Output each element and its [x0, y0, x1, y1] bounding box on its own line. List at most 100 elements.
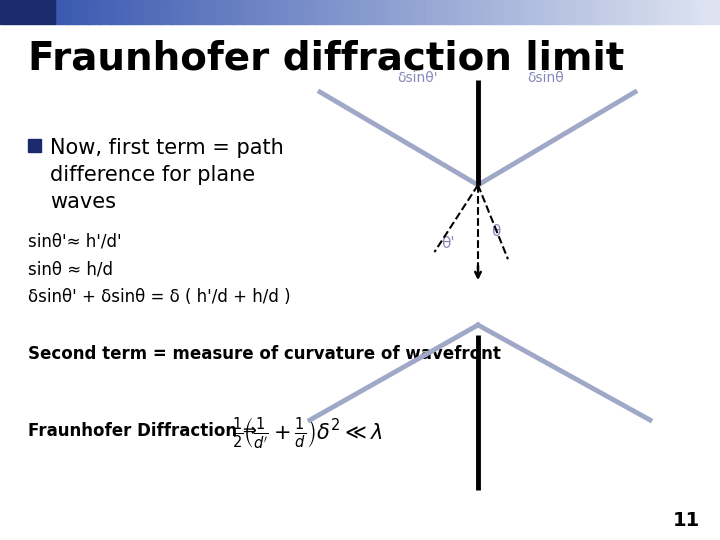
Bar: [155, 0, 161, 24]
Bar: [615, 0, 621, 24]
Bar: [698, 0, 704, 24]
Bar: [526, 0, 532, 24]
Bar: [703, 0, 709, 24]
Bar: [83, 0, 89, 24]
Bar: [714, 0, 720, 24]
Bar: [60, 0, 66, 24]
Bar: [554, 0, 559, 24]
Bar: [327, 0, 333, 24]
Bar: [177, 0, 183, 24]
Bar: [454, 0, 460, 24]
Text: δsinθ' + δsinθ = δ ( h'/d + h/d ): δsinθ' + δsinθ = δ ( h'/d + h/d ): [28, 288, 291, 306]
Bar: [637, 0, 643, 24]
Bar: [681, 0, 688, 24]
Bar: [171, 0, 177, 24]
Bar: [665, 0, 670, 24]
Bar: [443, 0, 449, 24]
Bar: [243, 0, 249, 24]
Bar: [271, 0, 277, 24]
Bar: [670, 0, 676, 24]
Text: θ': θ': [441, 235, 455, 251]
Bar: [122, 0, 127, 24]
Bar: [321, 0, 327, 24]
Bar: [238, 0, 244, 24]
Bar: [138, 0, 144, 24]
Bar: [410, 0, 415, 24]
Bar: [559, 0, 565, 24]
Bar: [620, 0, 626, 24]
Text: Fraunhofer diffraction limit: Fraunhofer diffraction limit: [28, 40, 624, 78]
Text: Now, first term = path: Now, first term = path: [50, 138, 284, 158]
Bar: [675, 0, 682, 24]
Bar: [166, 0, 172, 24]
Text: sinθ ≈ h/d: sinθ ≈ h/d: [28, 260, 113, 278]
Bar: [199, 0, 205, 24]
Bar: [521, 0, 526, 24]
Bar: [110, 0, 117, 24]
Bar: [288, 0, 294, 24]
Bar: [582, 0, 588, 24]
Bar: [587, 0, 593, 24]
Bar: [71, 0, 78, 24]
Bar: [543, 0, 549, 24]
Bar: [127, 0, 133, 24]
Bar: [360, 0, 366, 24]
Bar: [354, 0, 360, 24]
Bar: [371, 0, 377, 24]
Bar: [305, 0, 310, 24]
Bar: [659, 0, 665, 24]
Bar: [382, 0, 388, 24]
Bar: [598, 0, 604, 24]
Bar: [221, 0, 228, 24]
Bar: [116, 0, 122, 24]
Bar: [338, 0, 343, 24]
Bar: [210, 0, 216, 24]
Text: waves: waves: [50, 192, 116, 212]
Bar: [654, 0, 660, 24]
Bar: [0, 0, 55, 24]
Bar: [77, 0, 84, 24]
Bar: [626, 0, 632, 24]
Bar: [609, 0, 615, 24]
Bar: [642, 0, 649, 24]
Bar: [204, 0, 211, 24]
Bar: [548, 0, 554, 24]
Bar: [149, 0, 156, 24]
Bar: [537, 0, 543, 24]
Bar: [315, 0, 322, 24]
Bar: [105, 0, 111, 24]
Bar: [487, 0, 493, 24]
Bar: [504, 0, 510, 24]
Bar: [476, 0, 482, 24]
Bar: [576, 0, 582, 24]
Text: 11: 11: [672, 511, 700, 530]
Bar: [99, 0, 105, 24]
Bar: [282, 0, 288, 24]
Bar: [492, 0, 499, 24]
Bar: [332, 0, 338, 24]
Bar: [687, 0, 693, 24]
Bar: [188, 0, 194, 24]
Bar: [437, 0, 444, 24]
Bar: [233, 0, 238, 24]
Bar: [276, 0, 283, 24]
Bar: [161, 0, 166, 24]
Bar: [66, 0, 72, 24]
Bar: [310, 0, 316, 24]
Bar: [348, 0, 355, 24]
Bar: [293, 0, 300, 24]
Text: difference for plane: difference for plane: [50, 165, 255, 185]
Text: δsinθ: δsinθ: [528, 71, 564, 85]
Bar: [194, 0, 199, 24]
Bar: [498, 0, 505, 24]
Bar: [393, 0, 399, 24]
Bar: [28, 139, 41, 152]
Bar: [515, 0, 521, 24]
Bar: [377, 0, 382, 24]
Bar: [420, 0, 427, 24]
Bar: [709, 0, 715, 24]
Bar: [404, 0, 410, 24]
Bar: [415, 0, 421, 24]
Bar: [570, 0, 577, 24]
Bar: [365, 0, 372, 24]
